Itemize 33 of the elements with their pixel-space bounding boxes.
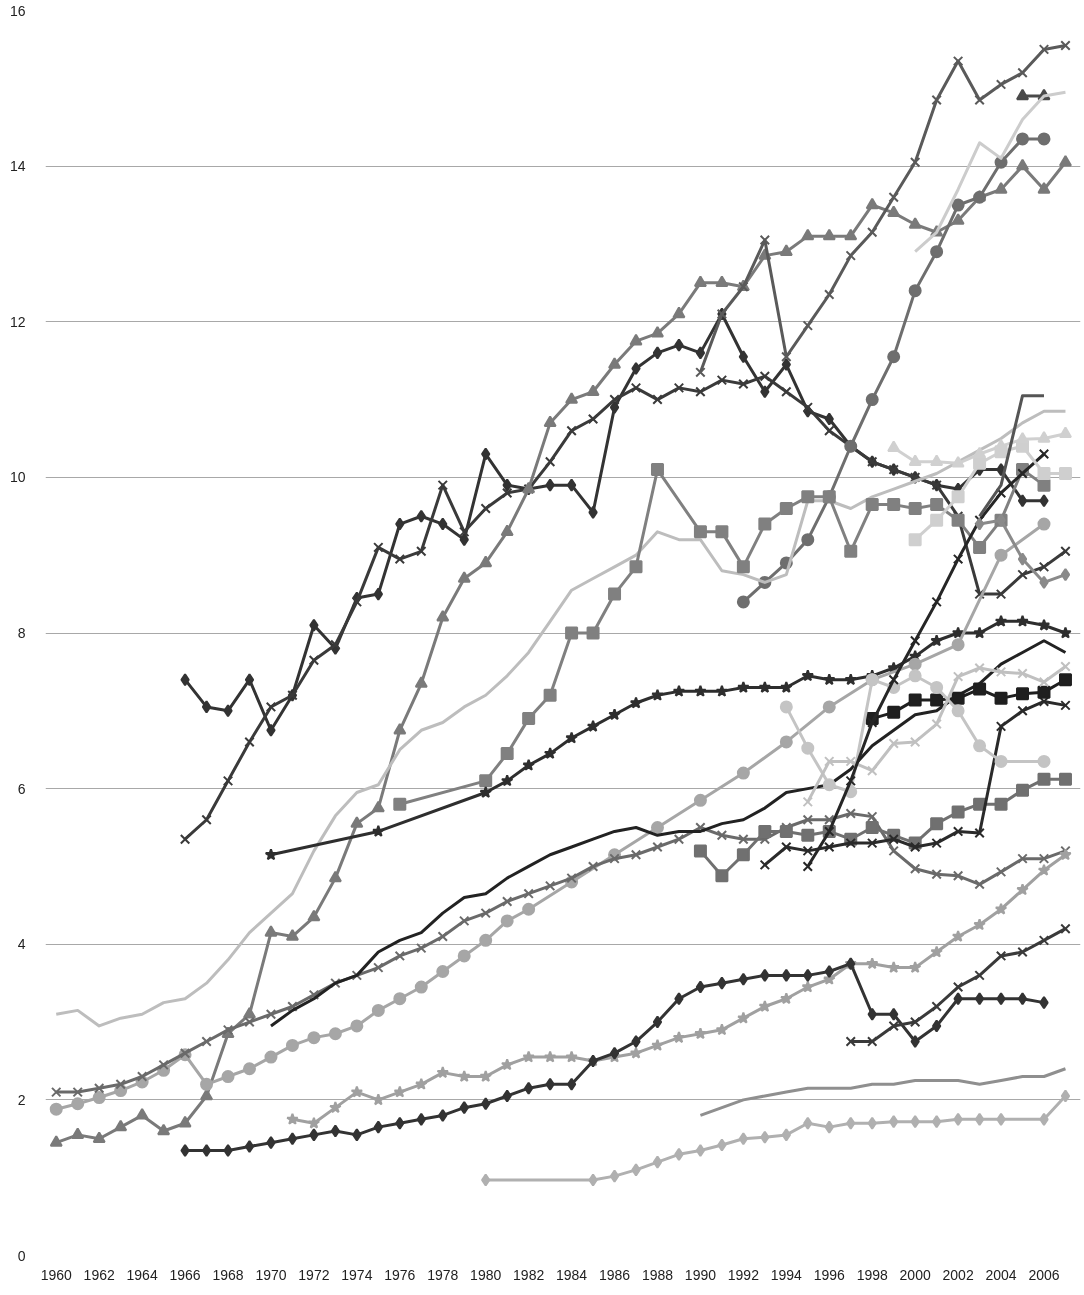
x-tick-label: 1966 — [169, 1266, 201, 1283]
x-tick-label: 1978 — [427, 1266, 459, 1283]
x-tick-label: 1996 — [813, 1266, 846, 1283]
x-tick-label: 1998 — [856, 1266, 888, 1283]
x-tick-label: 1982 — [513, 1266, 545, 1283]
x-tick-label: 1980 — [470, 1266, 502, 1283]
x-tick-label: 1972 — [298, 1266, 330, 1283]
x-tick-label: 1960 — [40, 1266, 73, 1283]
x-tick-label: 1962 — [83, 1266, 115, 1283]
y-tick-label: 6 — [17, 780, 26, 797]
x-tick-label: 1990 — [684, 1266, 717, 1283]
x-tick-label: 1988 — [641, 1266, 674, 1283]
x-tick-label: 1970 — [255, 1266, 287, 1283]
x-tick-label: 1986 — [598, 1266, 631, 1283]
x-tick-label: 2004 — [985, 1266, 1017, 1283]
x-tick-label: 1964 — [126, 1266, 158, 1283]
x-tick-label: 1994 — [770, 1266, 803, 1283]
y-tick-label: 16 — [9, 2, 26, 19]
x-tick-label: 1968 — [212, 1266, 244, 1283]
y-tick-label: 8 — [17, 625, 26, 641]
x-tick-label: 2006 — [1028, 1266, 1060, 1283]
y-tick-label: 2 — [17, 1091, 26, 1108]
y-tick-label: 14 — [9, 158, 26, 175]
y-tick-label: 0 — [17, 1247, 26, 1264]
x-tick-label: 1976 — [384, 1266, 416, 1283]
x-tick-label: 2000 — [899, 1266, 931, 1283]
x-tick-label: 1992 — [727, 1266, 760, 1283]
x-tick-label: 1974 — [341, 1266, 373, 1283]
y-tick-label: 10 — [9, 469, 26, 486]
x-tick-label: 2002 — [942, 1266, 974, 1283]
x-tick-label: 1984 — [556, 1266, 588, 1283]
y-tick-label: 4 — [17, 936, 26, 953]
y-tick-label: 12 — [9, 313, 26, 330]
